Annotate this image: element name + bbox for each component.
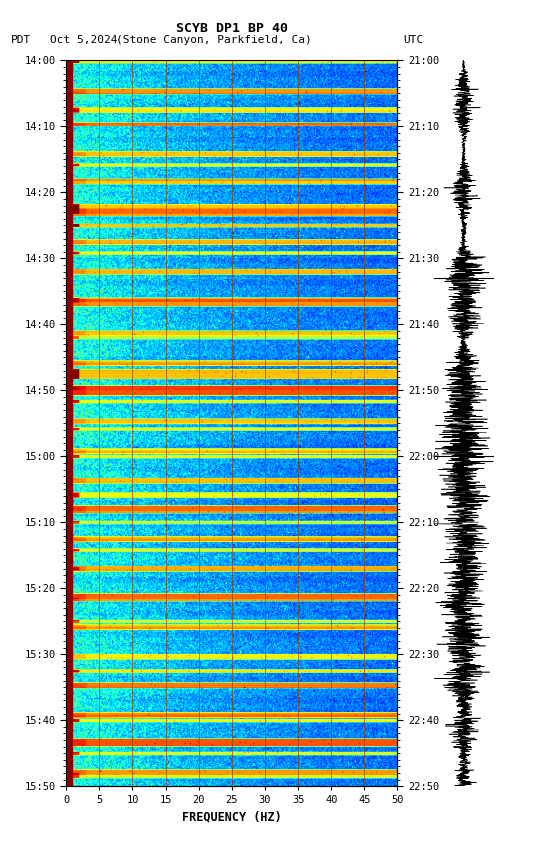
Bar [63, 60, 72, 786]
Text: UTC: UTC [403, 35, 423, 45]
X-axis label: FREQUENCY (HZ): FREQUENCY (HZ) [182, 810, 282, 823]
Text: Oct 5,2024: Oct 5,2024 [50, 35, 117, 45]
Text: (Stone Canyon, Parkfield, Ca): (Stone Canyon, Parkfield, Ca) [116, 35, 312, 45]
Text: SCYB DP1 BP 40: SCYB DP1 BP 40 [176, 22, 288, 35]
Text: PDT: PDT [11, 35, 31, 45]
